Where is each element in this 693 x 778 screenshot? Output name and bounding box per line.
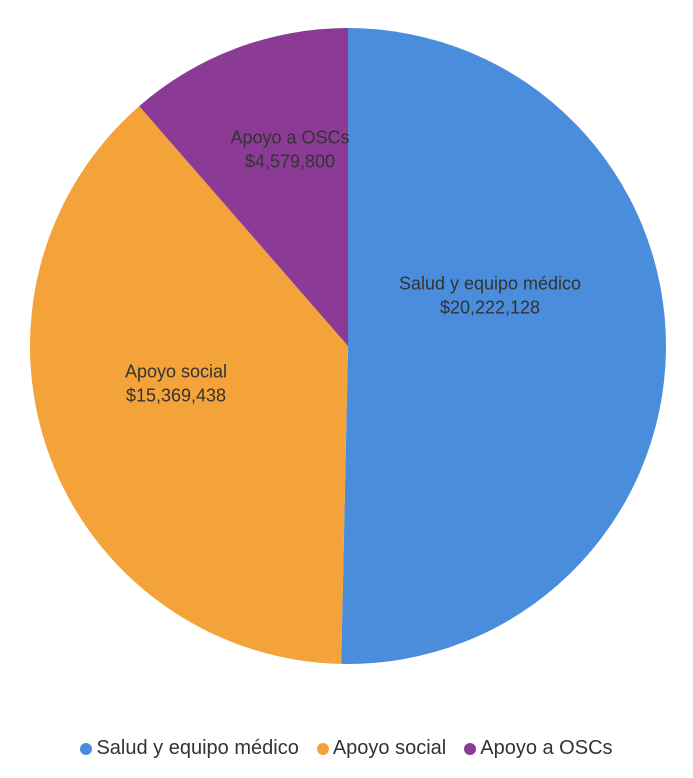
pie-chart: Salud y equipo médico $20,222,128 Apoyo …	[0, 0, 693, 700]
legend-label: Apoyo a OSCs	[480, 737, 612, 760]
legend-item-apoyo-social: Apoyo social	[317, 737, 446, 760]
pie-slice-salud	[341, 28, 666, 664]
legend-item-salud: Salud y equipo médico	[80, 737, 298, 760]
legend: Salud y equipo médico Apoyo social Apoyo…	[0, 737, 693, 760]
legend-label: Apoyo social	[333, 737, 446, 760]
legend-dot-icon	[80, 743, 92, 755]
pie-chart-svg	[0, 0, 693, 700]
legend-label: Salud y equipo médico	[96, 737, 298, 760]
legend-dot-icon	[464, 743, 476, 755]
legend-dot-icon	[317, 743, 329, 755]
legend-item-apoyo-oscs: Apoyo a OSCs	[464, 737, 612, 760]
